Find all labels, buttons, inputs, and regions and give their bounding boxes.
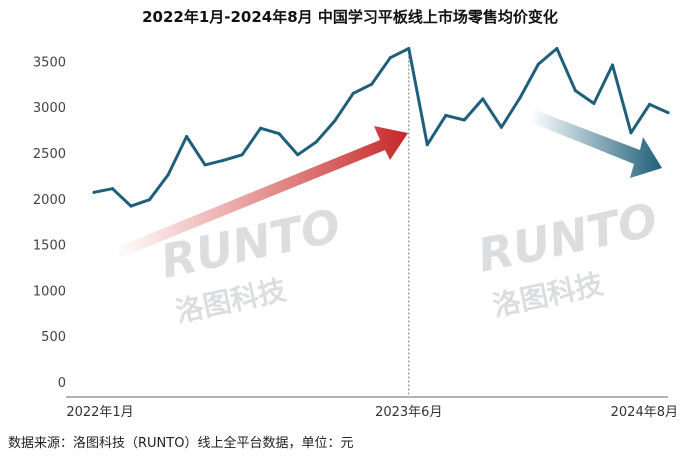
data-point (259, 126, 263, 130)
data-point (203, 163, 207, 167)
data-point (388, 56, 392, 60)
data-point (296, 153, 300, 157)
data-point (610, 63, 614, 67)
data-point (462, 118, 466, 122)
data-point (148, 198, 152, 202)
chart-title: 2022年1月-2024年8月 中国学习平板线上市场零售均价变化 (142, 8, 558, 26)
y-tick-label: 1500 (33, 239, 66, 254)
rising-trend-arrow (115, 126, 408, 258)
y-tick-label: 2500 (33, 147, 66, 162)
y-tick-label: 2000 (33, 193, 66, 208)
x-tick-label: 2024年8月 (611, 405, 678, 420)
data-point (333, 119, 337, 123)
source-note: 数据来源：洛图科技（RUNTO）线上全平台数据，单位：元 (8, 436, 354, 451)
x-tick-label: 2022年1月 (66, 405, 133, 420)
data-point (111, 187, 115, 191)
data-point (370, 82, 374, 86)
watermark-2: RUNTO 洛图科技 (473, 192, 662, 323)
data-point (629, 131, 633, 135)
y-tick-label: 500 (41, 330, 66, 345)
falling-trend-arrow (530, 110, 662, 178)
data-point (277, 132, 281, 136)
data-point (555, 46, 559, 50)
y-tick-label: 3500 (33, 55, 66, 70)
data-point (444, 113, 448, 117)
y-tick-label: 3000 (33, 101, 66, 116)
watermark-brand: RUNTO (473, 192, 662, 283)
data-point (647, 102, 651, 106)
data-point (222, 158, 226, 162)
data-point (666, 111, 670, 115)
watermark-brand: RUNTO (156, 198, 345, 289)
data-point (166, 173, 170, 177)
watermark-1: RUNTO 洛图科技 (156, 198, 345, 329)
data-point (592, 101, 596, 105)
series-line (92, 47, 670, 208)
data-point (129, 204, 133, 208)
data-point (481, 97, 485, 101)
data-point (240, 153, 244, 157)
data-point (351, 91, 355, 95)
data-point (518, 96, 522, 100)
data-point (573, 89, 577, 93)
x-tick-label: 2023年6月 (375, 405, 442, 420)
y-tick-label: 1000 (33, 284, 66, 299)
data-point (536, 62, 540, 66)
data-point (425, 143, 429, 147)
data-point (407, 46, 411, 50)
data-point (185, 134, 189, 138)
data-point (314, 140, 318, 144)
data-point (92, 190, 96, 194)
data-point (499, 125, 503, 129)
y-tick-label: 0 (58, 376, 66, 391)
